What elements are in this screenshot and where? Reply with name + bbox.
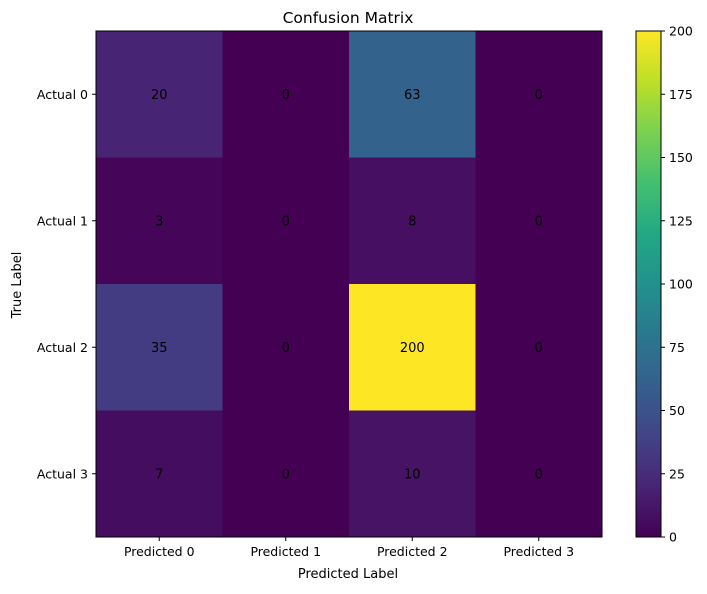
heatmap-cell <box>96 410 223 538</box>
plot-frame <box>95 30 603 538</box>
heatmap-cell <box>349 157 476 285</box>
cell-value-label: 0 <box>282 214 290 229</box>
x-tick-label: Predicted 3 <box>503 544 574 559</box>
cell-value-label: 200 <box>400 341 425 356</box>
colorbar-tick-label: 125 <box>669 213 693 228</box>
colorbar-tick-label: 100 <box>669 277 693 292</box>
heatmap-cell <box>475 410 603 538</box>
colorbar-tick-label: 75 <box>669 340 685 355</box>
heatmap-cell <box>222 284 350 411</box>
plot-axes: Predicted 0 Predicted 1 Predicted 2 Predict… <box>37 30 603 559</box>
chart-title: Confusion Matrix <box>283 9 414 27</box>
colorbar-tick-label: 0 <box>669 530 677 545</box>
heatmap-cell <box>475 157 603 285</box>
cell-value-label: 0 <box>535 214 543 229</box>
colorbar: 0 25 50 75 100 125 150 175 200 <box>635 24 693 545</box>
y-tick-label: Actual 1 <box>37 213 88 228</box>
y-tick-label: Actual 0 <box>37 87 88 102</box>
y-tick-label: Actual 2 <box>37 340 88 355</box>
cell-value-label: 3 <box>155 214 163 229</box>
cell-value-label: 0 <box>535 88 543 103</box>
heatmap-cell <box>475 31 603 158</box>
cell-value-label: 35 <box>151 341 168 356</box>
heatmap-cell <box>96 31 223 158</box>
cell-value-label: 20 <box>151 88 168 103</box>
cell-value-label: 8 <box>408 214 416 229</box>
y-tick-label: Actual 3 <box>37 466 88 481</box>
heatmap-cell <box>349 410 476 538</box>
cell-value-label: 0 <box>535 341 543 356</box>
cell-value-label: 0 <box>282 88 290 103</box>
heatmap-cell <box>222 31 350 158</box>
cell-annotations: 20 0 63 03 0 8 035 0 200 07 0 10 0 <box>151 88 543 483</box>
cell-value-label: 63 <box>404 88 421 103</box>
heatmap-cell <box>349 31 476 158</box>
colorbar-tick-label: 200 <box>669 24 693 39</box>
y-axis-label: True Label <box>10 252 25 320</box>
x-axis-label: Predicted Label <box>298 567 398 582</box>
colorbar-tick-label: 150 <box>669 150 693 165</box>
heatmap-cell <box>222 410 350 538</box>
cell-value-label: 0 <box>282 467 290 482</box>
cell-value-label: 10 <box>404 467 421 482</box>
colorbar-gradient <box>636 31 661 537</box>
heatmap-cell <box>349 284 476 411</box>
heatmap-cell <box>96 157 223 285</box>
x-tick-label: Predicted 1 <box>250 544 321 559</box>
colorbar-tick-label: 175 <box>669 87 693 102</box>
cell-value-label: 0 <box>535 467 543 482</box>
heatmap-cell <box>222 157 350 285</box>
heatmap-cells <box>96 31 603 538</box>
cell-value-label: 0 <box>282 341 290 356</box>
colorbar-tick-label: 25 <box>669 466 685 481</box>
heatmap-cell <box>475 284 603 411</box>
x-tick-label: Predicted 0 <box>124 544 195 559</box>
x-tick-label: Predicted 2 <box>377 544 448 559</box>
cell-value-label: 7 <box>155 467 163 482</box>
heatmap-cell <box>96 284 223 411</box>
colorbar-tick-label: 50 <box>669 403 685 418</box>
